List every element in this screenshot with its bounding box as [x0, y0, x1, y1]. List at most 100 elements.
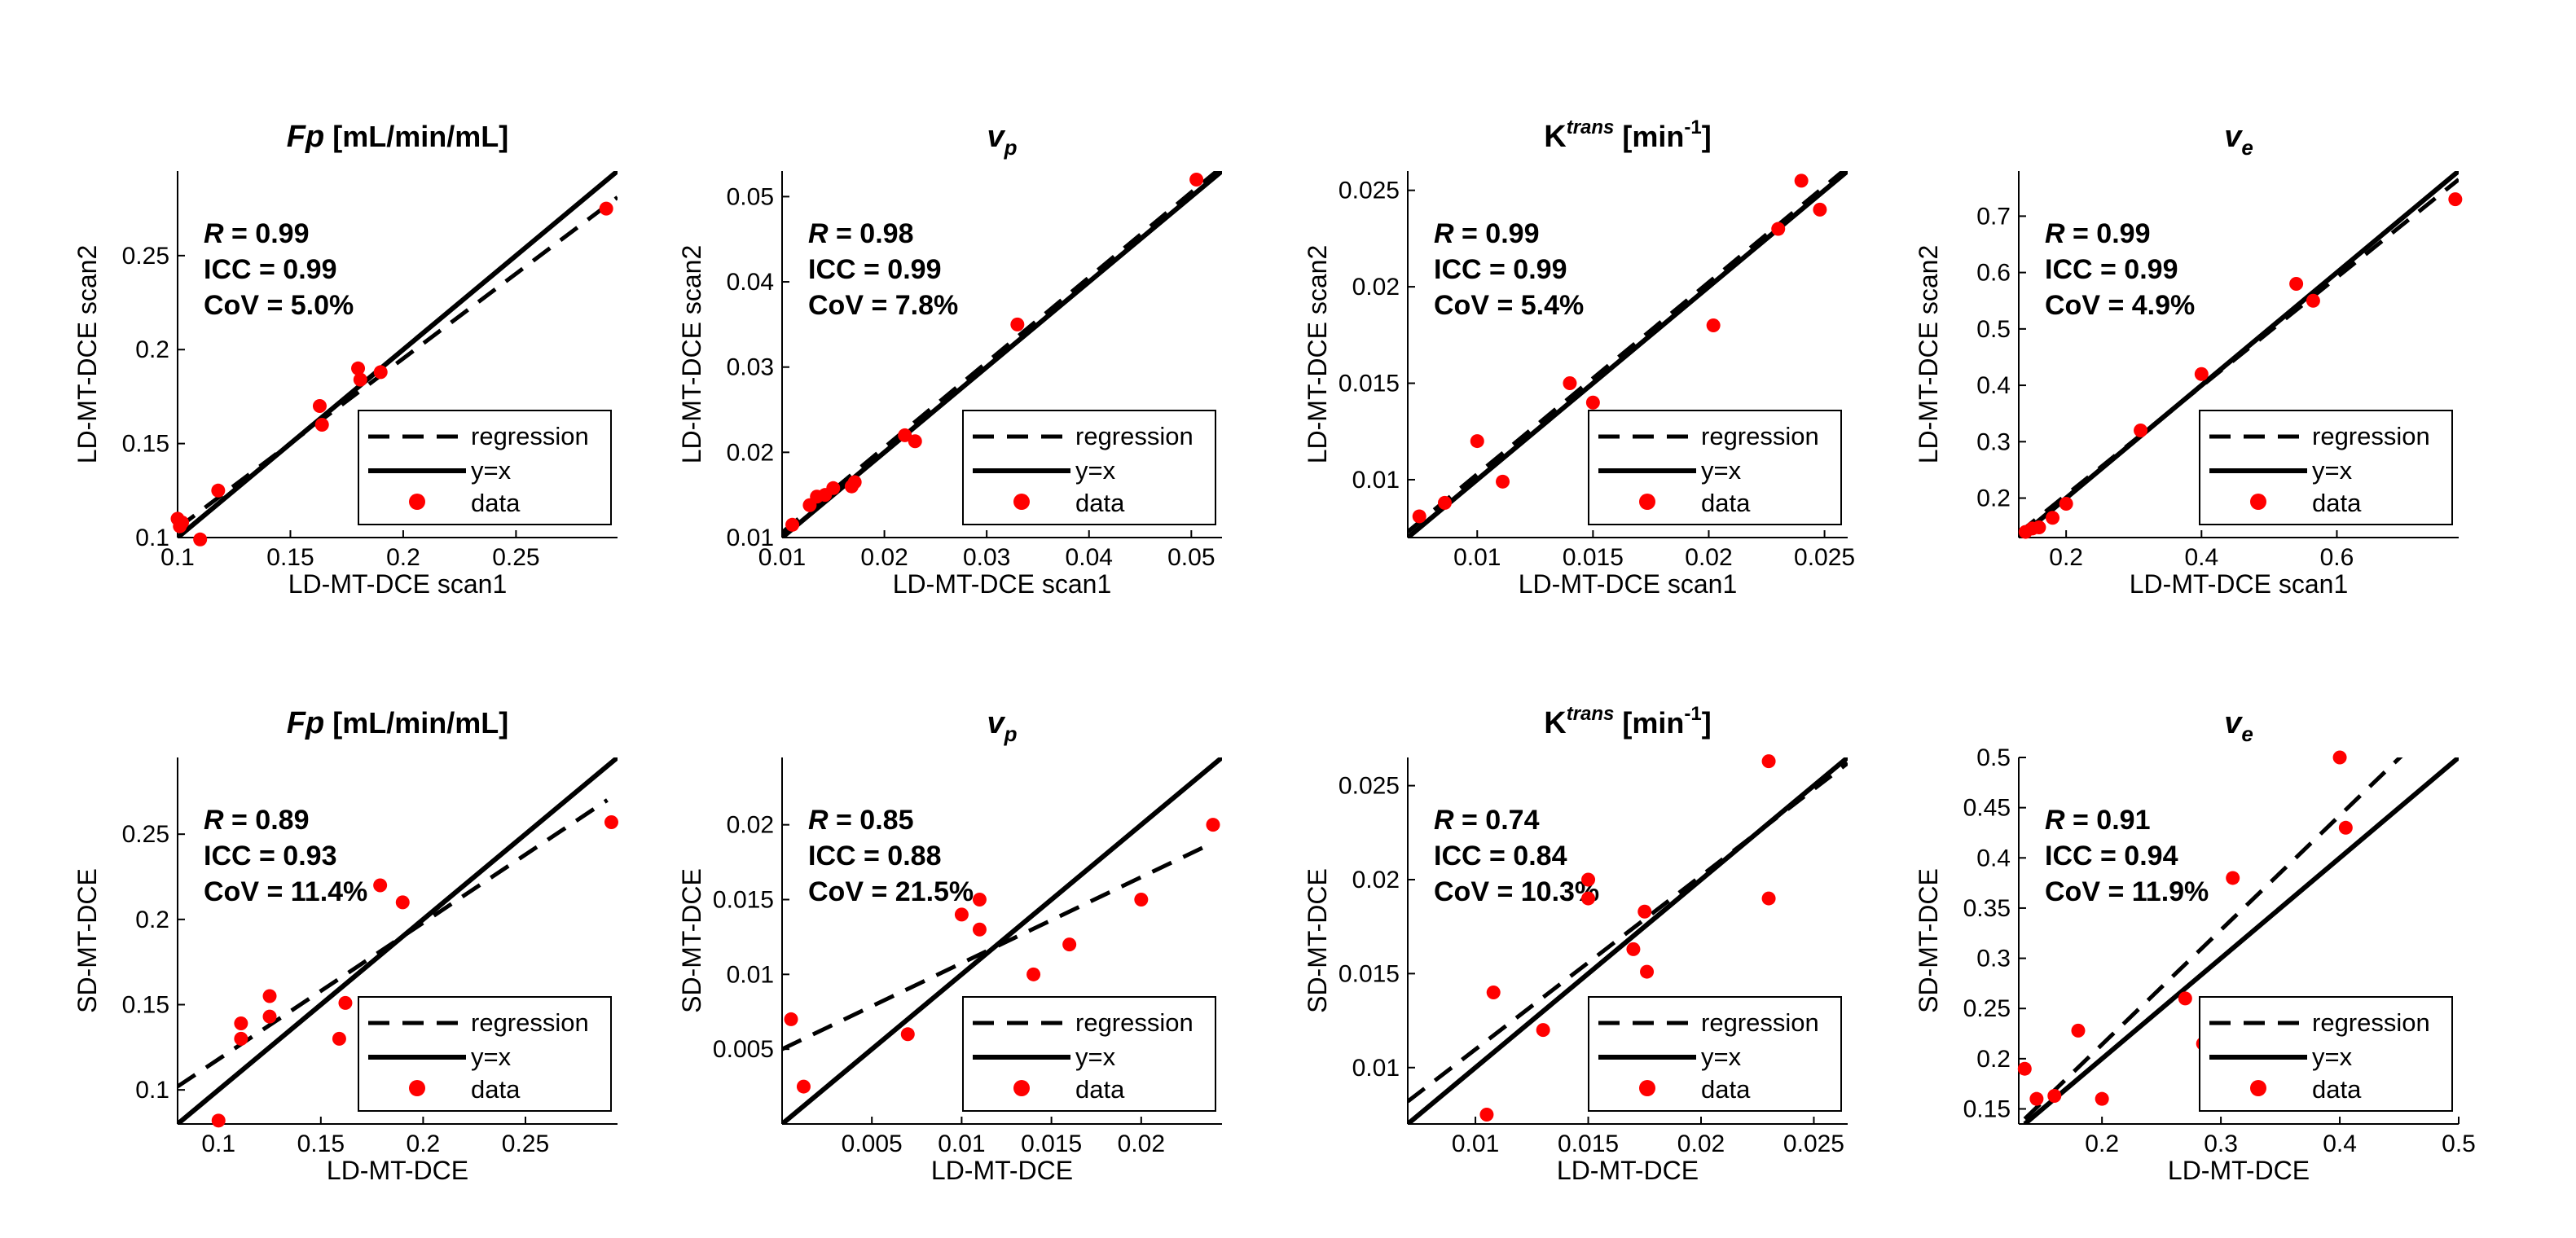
data-point — [1794, 173, 1809, 188]
data-point — [1761, 891, 1776, 906]
legend-data-swatch — [2250, 494, 2266, 510]
legend-identity-label: y=x — [2312, 1043, 2353, 1071]
legend-identity-label: y=x — [2312, 456, 2353, 485]
y-tick-label: 0.015 — [1339, 960, 1400, 987]
y-tick-label: 0.7 — [1976, 203, 2011, 230]
y-tick-label: 0.015 — [1339, 371, 1400, 397]
stat-cov: CoV = 4.9% — [2045, 290, 2195, 321]
data-point — [373, 365, 388, 380]
legend-regression-label: regression — [1701, 422, 1819, 450]
y-tick-label: 0.5 — [1976, 744, 2011, 771]
legend-data-swatch — [1013, 494, 1030, 510]
data-point — [1581, 891, 1596, 906]
x-tick-label: 0.02 — [1118, 1130, 1165, 1157]
data-point — [908, 434, 922, 449]
stat-r-symbol: R — [808, 218, 829, 249]
data-point — [395, 895, 410, 910]
x-tick-label: 0.03 — [963, 544, 1010, 571]
data-point — [1706, 318, 1721, 332]
data-point — [1486, 985, 1501, 999]
legend-data-swatch — [1639, 1080, 1655, 1096]
data-point — [1581, 872, 1596, 887]
regression-line — [1408, 171, 1847, 533]
stat-r-symbol: R — [1434, 805, 1454, 836]
x-tick-label: 0.4 — [2323, 1130, 2357, 1157]
chart-title: Ktrans [min-1] — [1544, 116, 1711, 154]
data-point — [2338, 820, 2353, 835]
chart-panel-3: 0.01 0.015 0.02 0.025 0.01 0.015 0.02 0.025 LD-M… — [1303, 116, 1855, 599]
data-point — [2029, 1091, 2044, 1106]
y-tick-label: 0.02 — [1352, 274, 1400, 301]
title-unit: [min — [1614, 706, 1684, 740]
data-point — [785, 517, 800, 532]
x-tick-label: 0.01 — [938, 1130, 985, 1157]
stat-cov: CoV = 5.0% — [204, 290, 354, 321]
title-superscript: trans — [1567, 116, 1615, 138]
y-tick-label: 0.025 — [1339, 773, 1400, 800]
y-axis-label: LD-MT-DCE scan2 — [73, 245, 102, 464]
chart-panel-4: 0.2 0.4 0.6 0.2 0.3 0.4 0.5 0.6 0.7 LD-MT-DCE sca… — [1914, 120, 2463, 599]
data-point — [1189, 172, 1204, 187]
y-tick-label: 0.5 — [1976, 316, 2011, 343]
data-point — [234, 1016, 248, 1031]
identity-line — [2023, 757, 2459, 1124]
y-tick-label: 0.15 — [122, 431, 169, 458]
y-tick-label: 0.025 — [1339, 178, 1400, 204]
regression-line — [2023, 757, 2403, 1121]
data-point — [2448, 192, 2463, 207]
stat-r-value: = 0.89 — [224, 805, 310, 836]
legend-data-label: data — [2312, 489, 2362, 517]
x-axis-label: LD-MT-DCE scan1 — [2130, 569, 2349, 599]
y-tick-label: 0.25 — [122, 243, 169, 270]
chart-title: Fp [mL/min/mL] — [287, 120, 508, 154]
y-tick-label: 0.01 — [1352, 1055, 1400, 1082]
data-point — [211, 1113, 226, 1128]
identity-line — [178, 171, 618, 538]
x-tick-label: 0.05 — [1167, 544, 1215, 571]
data-point — [1412, 509, 1426, 524]
title-subscript: p — [1004, 722, 1018, 746]
legend-data-label: data — [1075, 489, 1125, 517]
stat-r-symbol: R — [808, 805, 829, 836]
legend-data-label: data — [1701, 1075, 1751, 1104]
data-point — [312, 398, 327, 413]
legend-box — [2199, 410, 2453, 525]
data-point — [234, 1031, 248, 1046]
y-axis-label: LD-MT-DCE scan2 — [1914, 245, 1943, 464]
data-point — [211, 483, 226, 498]
fit-lines — [2019, 171, 2459, 538]
stat-icc: ICC = 0.84 — [1434, 841, 1567, 871]
stat-icc: ICC = 0.99 — [204, 254, 336, 285]
y-tick-label: 0.2 — [1976, 1046, 2011, 1073]
y-tick-label: 0.3 — [1976, 946, 2011, 972]
data-point — [2332, 750, 2347, 765]
y-tick-label: 0.3 — [1976, 428, 2011, 455]
stat-r-value: = 0.98 — [829, 218, 914, 249]
legend-data-swatch — [1013, 1080, 1030, 1096]
chart-panel-8: 0.2 0.3 0.4 0.5 0.15 0.2 0.25 0.3 0.35 0.4 0.45 0.5… — [1914, 706, 2476, 1185]
legend-data-swatch — [2250, 1080, 2266, 1096]
legend-data-swatch — [409, 1080, 425, 1096]
title-symbol: v — [2224, 120, 2243, 154]
y-tick-label: 0.03 — [727, 354, 774, 381]
stat-r: R = 0.91 — [2045, 805, 2150, 836]
regression-line — [1408, 761, 1848, 1104]
x-tick-label: 0.5 — [2442, 1130, 2476, 1157]
x-tick-label: 0.15 — [297, 1130, 345, 1157]
data-point — [2226, 871, 2240, 885]
y-axis-label: LD-MT-DCE scan2 — [1303, 245, 1332, 464]
data-point — [784, 1012, 798, 1026]
data-point — [332, 1031, 346, 1046]
x-tick-label: 0.1 — [160, 544, 195, 571]
legend-regression-label: regression — [471, 1008, 589, 1037]
legend-box — [1588, 410, 1842, 525]
legend-data-label: data — [471, 1075, 521, 1104]
data-point — [1010, 317, 1025, 331]
title-symbol: K — [1544, 706, 1567, 740]
y-tick-label: 0.45 — [1963, 795, 2011, 822]
legend-box — [1588, 996, 1842, 1112]
legend-data-label: data — [1075, 1075, 1125, 1104]
title-symbol: Fp — [287, 706, 324, 740]
title-subscript: p — [1004, 135, 1018, 160]
chart-title: vp — [987, 120, 1017, 160]
